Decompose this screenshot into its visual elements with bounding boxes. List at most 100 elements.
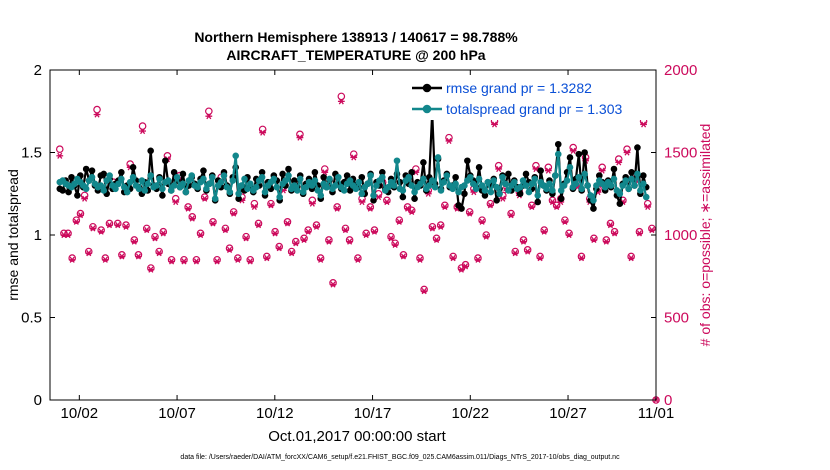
obs-assimilated-stroke bbox=[400, 253, 406, 260]
totalspread-point bbox=[123, 188, 131, 196]
totalspread-point bbox=[610, 175, 618, 183]
totalspread-point bbox=[208, 173, 216, 181]
obs-assimilated-marker bbox=[180, 258, 188, 265]
totalspread-point bbox=[173, 173, 181, 181]
obs-assimilated-stroke bbox=[73, 218, 79, 225]
obs-assimilated-marker bbox=[159, 230, 167, 237]
obs-assimilated-stroke bbox=[268, 202, 274, 209]
obs-assimilated-marker bbox=[230, 210, 238, 217]
obs-assimilated-marker bbox=[201, 195, 209, 202]
obs-possible-marker bbox=[76, 209, 85, 218]
obs-assimilated-marker bbox=[627, 254, 635, 262]
obs-assimilated-stroke bbox=[222, 226, 228, 234]
obs-assimilated-stroke bbox=[276, 245, 282, 252]
totalspread-point bbox=[182, 188, 190, 196]
rmse-point bbox=[408, 169, 415, 176]
obs-assimilated-stroke bbox=[413, 169, 419, 176]
obs-assimilated-marker bbox=[648, 226, 656, 234]
obs-assimilated-marker bbox=[478, 218, 486, 225]
obs-possible-marker bbox=[511, 247, 520, 256]
obs-possible-marker bbox=[130, 236, 139, 244]
obs-assimilated-marker bbox=[130, 238, 138, 245]
totalspread-point bbox=[217, 178, 225, 186]
rmse-point bbox=[311, 169, 319, 176]
totalspread-point bbox=[118, 175, 125, 183]
obs-assimilated-marker bbox=[275, 245, 283, 252]
totalspread-point bbox=[252, 183, 260, 191]
obs-possible-marker bbox=[565, 229, 573, 238]
obs-assimilated-stroke bbox=[297, 134, 303, 141]
obs-possible-marker bbox=[420, 285, 428, 294]
obs-assimilated-stroke bbox=[293, 240, 299, 247]
obs-assimilated-stroke bbox=[645, 203, 651, 211]
obs-possible-marker bbox=[283, 218, 292, 226]
totalspread-point bbox=[103, 177, 110, 184]
obs-assimilated-marker bbox=[205, 113, 213, 120]
obs-possible-marker bbox=[180, 255, 188, 264]
obs-assimilated-marker bbox=[636, 230, 643, 237]
totalspread-point bbox=[484, 178, 492, 186]
obs-assimilated-marker bbox=[457, 266, 465, 273]
totalspread-point bbox=[443, 172, 451, 179]
totalspread-point bbox=[135, 185, 143, 193]
rmse-point bbox=[634, 144, 641, 151]
obs-assimilated-marker bbox=[466, 210, 474, 217]
obs-assimilated-stroke bbox=[570, 147, 576, 154]
totalspread-point bbox=[170, 182, 178, 189]
totalspread-point bbox=[115, 180, 122, 188]
obs-possible-marker bbox=[89, 222, 97, 231]
totalspread-point bbox=[431, 183, 439, 191]
obs-assimilated-stroke bbox=[144, 226, 150, 234]
obs-assimilated-marker bbox=[325, 238, 333, 245]
obs-assimilated-marker bbox=[68, 256, 76, 263]
totalspread-point bbox=[528, 180, 536, 188]
obs-assimilated-stroke bbox=[90, 225, 96, 232]
obs-assimilated-marker bbox=[213, 258, 221, 265]
totalspread-point bbox=[235, 190, 242, 198]
obs-assimilated-marker bbox=[358, 198, 366, 206]
x-tick-label: 10/22 bbox=[452, 405, 490, 422]
obs-possible-marker bbox=[205, 107, 213, 116]
legend: rmse grand pr = 1.3282 totalspread grand… bbox=[408, 76, 654, 120]
rmse-point bbox=[464, 157, 471, 165]
obs-assimilated-stroke bbox=[545, 167, 551, 174]
totalspread-point bbox=[496, 190, 503, 198]
obs-possible-marker bbox=[316, 254, 325, 262]
totalspread-point bbox=[481, 187, 489, 194]
obs-assimilated-stroke bbox=[251, 203, 257, 211]
totalspread-point bbox=[138, 177, 146, 184]
obs-assimilated-marker bbox=[441, 203, 449, 211]
x-tick-label: 10/02 bbox=[61, 405, 99, 422]
obs-assimilated-marker bbox=[640, 121, 647, 128]
y-right-tick-label: 2000 bbox=[664, 62, 697, 79]
obs-assimilated-stroke bbox=[641, 121, 647, 128]
totalspread-point bbox=[642, 193, 650, 201]
obs-possible-marker bbox=[97, 226, 105, 234]
obs-assimilated-stroke bbox=[214, 258, 220, 265]
obs-possible-marker bbox=[271, 227, 279, 236]
totalspread-point bbox=[466, 173, 474, 181]
rmse-point bbox=[118, 169, 125, 176]
obs-assimilated-marker bbox=[308, 200, 316, 207]
rmse-point bbox=[82, 165, 90, 173]
obs-assimilated-stroke bbox=[264, 254, 270, 262]
obs-assimilated-stroke bbox=[82, 195, 88, 202]
axes: 10/02 10/07 10/12 10/17 10/22 10/27 11/0100.51… bbox=[21, 62, 697, 422]
obs-possible-marker bbox=[72, 216, 81, 224]
totalspread-point bbox=[478, 182, 486, 189]
obs-assimilated-marker bbox=[118, 253, 126, 260]
obs-assimilated-marker bbox=[184, 205, 192, 212]
obs-assimilated-stroke bbox=[371, 228, 378, 235]
obs-possible-marker bbox=[122, 221, 130, 229]
y-tick-label: 0 bbox=[34, 392, 42, 409]
legend-marker-rmse bbox=[422, 83, 432, 93]
rmse-point bbox=[88, 167, 96, 174]
totalspread-point bbox=[100, 187, 108, 194]
obs-possible-marker bbox=[548, 196, 557, 205]
obs-possible-marker bbox=[606, 219, 615, 228]
totalspread-point bbox=[112, 185, 119, 193]
obs-assimilated-marker bbox=[271, 230, 279, 237]
totalspread-point bbox=[299, 188, 307, 196]
obs-assimilated-marker bbox=[114, 221, 122, 229]
obs-assimilated-marker bbox=[553, 203, 561, 211]
